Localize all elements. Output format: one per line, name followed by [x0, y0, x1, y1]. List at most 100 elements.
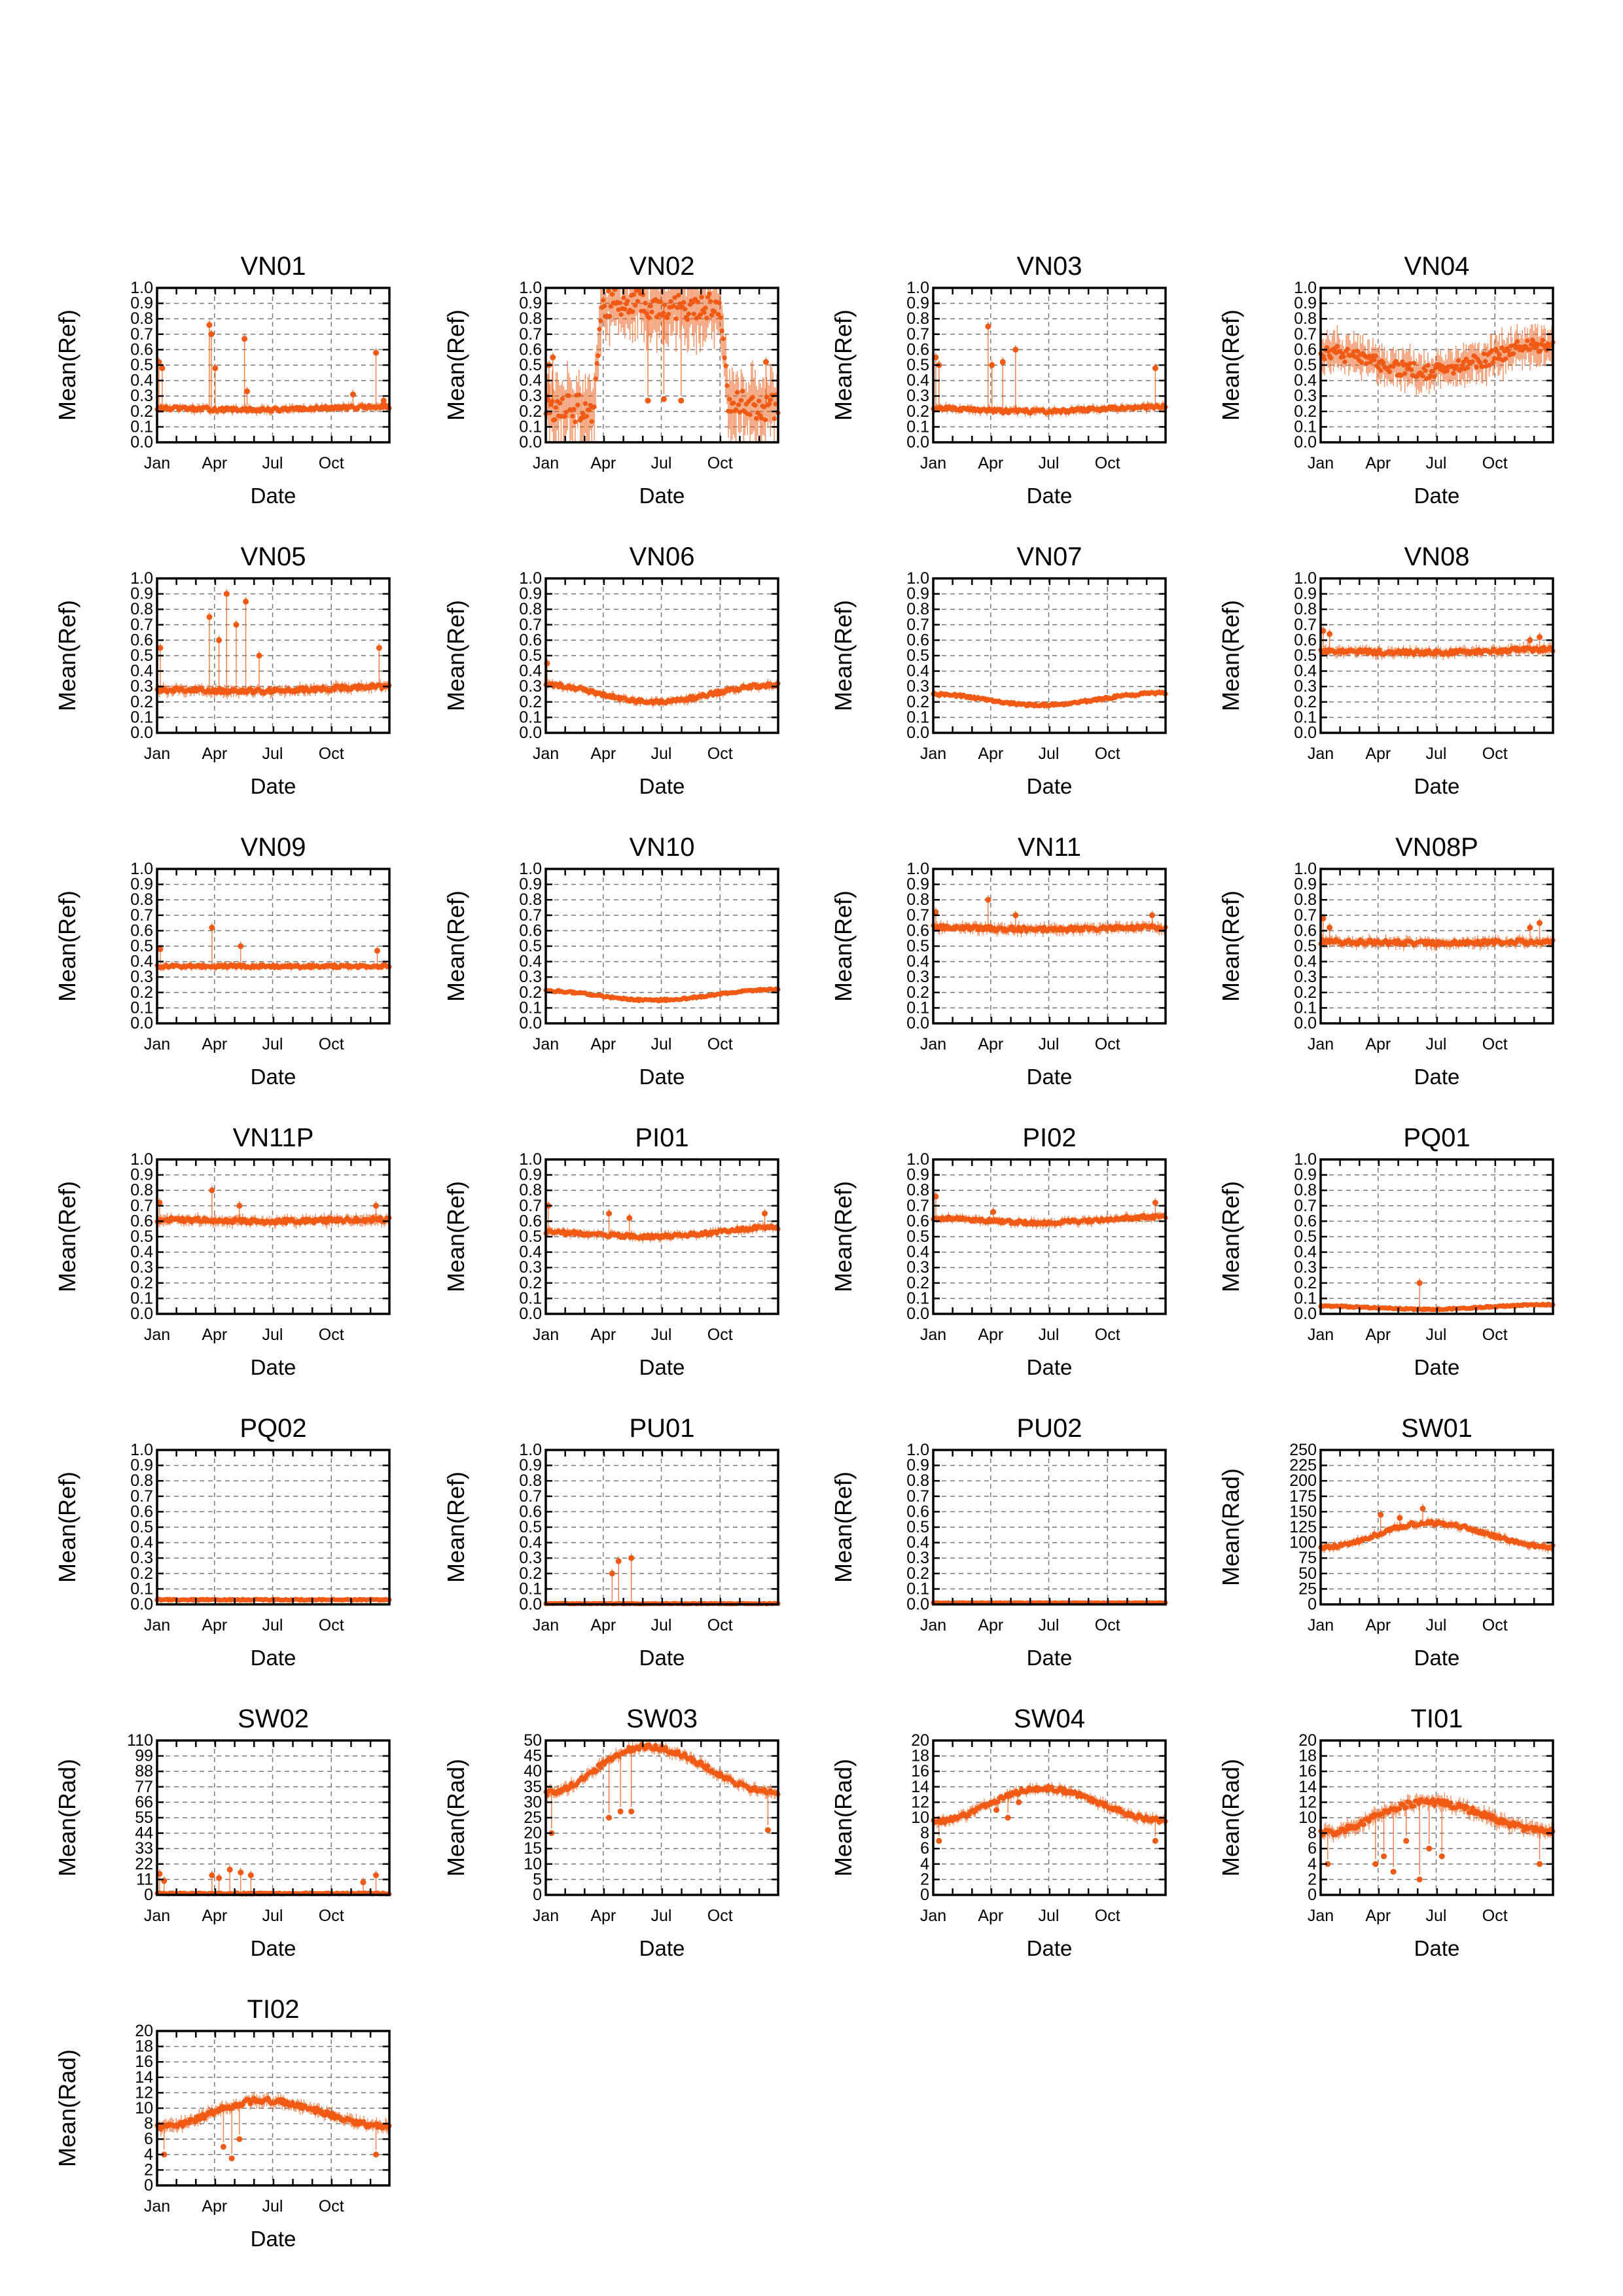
- y-tick-label: 0.7: [1294, 325, 1317, 344]
- spike-point: [206, 322, 213, 328]
- y-tick-label: 1.0: [1294, 569, 1317, 588]
- y-tick-label: 0.3: [519, 387, 542, 405]
- x-axis-label: Date: [1027, 774, 1073, 798]
- y-axis-label: Mean(Ref): [442, 891, 469, 1002]
- y-tick-label: 0.9: [1294, 294, 1317, 313]
- x-tick-label: Jul: [1426, 454, 1447, 472]
- x-tick-label: Oct: [1095, 745, 1120, 763]
- panel-vn06: VN060.00.10.20.30.40.50.60.70.80.91.0Jan…: [442, 542, 781, 798]
- x-tick-label: Jan: [1308, 454, 1334, 472]
- x-tick-label: Jul: [1426, 745, 1447, 763]
- y-tick-label: 0.9: [130, 294, 153, 313]
- spike-point: [159, 365, 166, 372]
- spike-point: [1152, 365, 1158, 372]
- spike-point: [989, 362, 995, 368]
- series-points: [543, 287, 781, 442]
- y-axis-label: Mean(Ref): [830, 309, 857, 421]
- y-tick-label: 0.1: [130, 417, 153, 436]
- panel-vn01: VN01 0.00.10.20.30.40.50.60.70.80.91.0 Jan…: [54, 252, 392, 508]
- series-points: [154, 320, 392, 416]
- y-tick-label: 0.2: [1294, 402, 1317, 421]
- x-axis-label: Date: [639, 484, 685, 508]
- panel-title: VN04: [1404, 252, 1469, 281]
- x-tick-label: Apr: [1365, 745, 1391, 763]
- x-axis-label: Date: [1027, 1065, 1073, 1089]
- panel-vn03: VN03 0.00.10.20.30.40.50.60.70.80.91.0 Jan…: [830, 252, 1168, 508]
- spike-point: [1149, 912, 1156, 919]
- data-point: [596, 353, 601, 359]
- spike-point: [244, 388, 251, 395]
- y-tick-label: 1.0: [130, 569, 153, 588]
- y-tick-label: 0.0: [130, 433, 153, 451]
- y-tick-label: 0.9: [519, 294, 542, 313]
- panel-title: VN05: [240, 542, 306, 571]
- x-axis-label: Date: [1414, 774, 1460, 798]
- y-tick-label: 0.7: [130, 325, 153, 344]
- y-tick-label: 0.5: [1294, 356, 1317, 374]
- x-axis-label: Date: [251, 774, 296, 798]
- x-tick-label: Jul: [1039, 745, 1060, 763]
- y-tick-label: 0.8: [130, 309, 153, 328]
- x-tick-label: Jan: [144, 745, 170, 763]
- data-point: [573, 419, 578, 425]
- spike-point: [985, 323, 991, 330]
- y-tick-label: 1.0: [906, 860, 929, 878]
- x-tick-label: Oct: [1482, 745, 1508, 763]
- panel-title: VN01: [240, 252, 306, 281]
- series-points: [931, 321, 1168, 418]
- x-tick-label: Apr: [202, 1035, 227, 1053]
- x-tick-label: Jul: [1039, 454, 1060, 472]
- y-tick-label: 0.0: [519, 433, 542, 451]
- panel-vn11: VN110.00.10.20.30.40.50.60.70.80.91.0Jan…: [830, 833, 1168, 1089]
- series-points: [931, 688, 1168, 709]
- x-tick-label: Oct: [1095, 454, 1120, 472]
- x-tick-label: Jan: [920, 454, 946, 472]
- y-tick-label: 1.0: [519, 279, 542, 297]
- series-points: [931, 895, 1168, 938]
- x-tick-label: Jan: [144, 1035, 170, 1053]
- x-tick-label: Apr: [590, 745, 616, 763]
- x-tick-label: Jan: [533, 1035, 559, 1053]
- x-tick-label: Oct: [1095, 1035, 1120, 1053]
- y-axis-label: Mean(Ref): [1217, 600, 1244, 711]
- y-tick-label: 0.7: [519, 325, 542, 344]
- x-tick-label: Jul: [1039, 1035, 1060, 1053]
- x-tick-label: Apr: [202, 454, 227, 472]
- x-tick-label: Jan: [920, 745, 946, 763]
- panel-vn09: VN090.00.10.20.30.40.50.60.70.80.91.0Jan…: [54, 833, 392, 1089]
- panel-vn07: VN070.00.10.20.30.40.50.60.70.80.91.0Jan…: [830, 542, 1168, 798]
- y-axis-label: Mean(Ref): [442, 600, 469, 711]
- data-point: [723, 363, 728, 368]
- x-tick-label: Oct: [319, 745, 344, 763]
- spike-point: [380, 397, 387, 404]
- y-tick-label: 0.4: [519, 372, 542, 390]
- x-tick-label: Apr: [1365, 454, 1391, 472]
- x-tick-label: Jan: [533, 454, 559, 472]
- panel-vn05: VN050.00.10.20.30.40.50.60.70.80.91.0Jan…: [54, 542, 392, 798]
- y-tick-label: 0.0: [1294, 433, 1317, 451]
- x-axis-label: Date: [639, 774, 685, 798]
- y-tick-label: 0.3: [906, 387, 929, 405]
- y-tick-label: 1.0: [130, 860, 153, 878]
- x-axis-label: Date: [1414, 484, 1460, 508]
- data-point: [1480, 364, 1486, 370]
- x-tick-label: Apr: [590, 1035, 616, 1053]
- y-tick-label: 0.6: [1294, 340, 1317, 359]
- y-tick-label: 0.0: [906, 433, 929, 451]
- y-axis-label: Mean(Ref): [442, 309, 469, 421]
- y-tick-label: 0.5: [519, 356, 542, 374]
- spike-point: [376, 645, 382, 651]
- spike-point: [256, 652, 262, 659]
- spike-point: [762, 359, 769, 365]
- panel-title: VN09: [240, 833, 306, 862]
- spike-point: [208, 331, 215, 338]
- x-tick-label: Oct: [707, 1035, 733, 1053]
- y-tick-label: 0.1: [906, 417, 929, 436]
- x-tick-label: Jul: [651, 745, 672, 763]
- spike-point: [999, 359, 1006, 365]
- x-tick-label: Apr: [202, 745, 227, 763]
- x-tick-label: Oct: [1482, 454, 1508, 472]
- y-tick-label: 0.1: [519, 417, 542, 436]
- x-tick-label: Jan: [144, 454, 170, 472]
